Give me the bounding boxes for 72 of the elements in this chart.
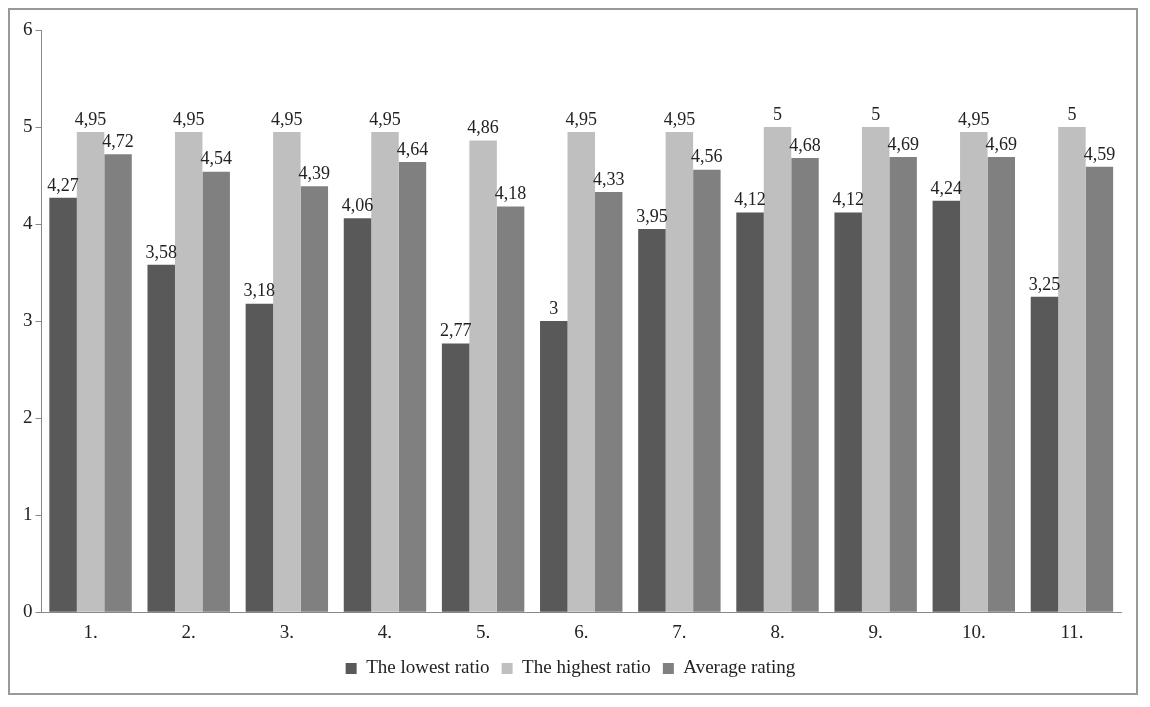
y-tick-label: 3 bbox=[23, 309, 33, 331]
data-label: 4,33 bbox=[592, 168, 625, 189]
data-label: 4,12 bbox=[734, 189, 766, 210]
bar bbox=[567, 131, 595, 612]
data-label: 4,18 bbox=[494, 183, 527, 204]
data-label: 4,95 bbox=[565, 108, 597, 129]
data-label: 4,69 bbox=[985, 133, 1018, 154]
x-tick-label: 5. bbox=[475, 620, 491, 642]
bar bbox=[273, 131, 301, 612]
data-label: 4,24 bbox=[930, 177, 963, 198]
x-tick-label: 2. bbox=[181, 620, 196, 642]
data-label: 5 bbox=[1067, 103, 1077, 124]
x-tick-label: 4. bbox=[377, 620, 393, 642]
data-label: 4,54 bbox=[200, 148, 232, 169]
data-label: 4,95 bbox=[663, 108, 696, 129]
bar bbox=[1058, 127, 1086, 612]
data-label: 4,39 bbox=[298, 162, 331, 183]
data-label: 3 bbox=[549, 297, 559, 318]
data-label: 4,69 bbox=[887, 133, 919, 154]
legend-label: The lowest ratio bbox=[366, 656, 490, 678]
data-label: 5 bbox=[871, 103, 881, 124]
data-label: 4,95 bbox=[172, 108, 205, 129]
bar bbox=[638, 228, 666, 612]
y-tick-label: 6 bbox=[23, 17, 33, 39]
bar bbox=[932, 200, 961, 612]
data-label: 4,72 bbox=[102, 130, 134, 151]
bar bbox=[441, 343, 470, 612]
data-label: 4,56 bbox=[691, 146, 723, 167]
data-label: 4,06 bbox=[341, 194, 374, 215]
data-label: 3,95 bbox=[636, 205, 668, 226]
y-tick-label: 0 bbox=[23, 600, 33, 622]
bar bbox=[1030, 296, 1059, 612]
x-tick-label: 9. bbox=[868, 620, 883, 642]
y-tick-label: 4 bbox=[23, 212, 33, 234]
data-label: 5 bbox=[773, 103, 783, 124]
bar bbox=[834, 212, 862, 612]
data-label: 3,25 bbox=[1028, 273, 1061, 294]
x-tick-label: 8. bbox=[770, 620, 785, 642]
data-label: 4,95 bbox=[74, 108, 107, 129]
bar bbox=[371, 131, 399, 612]
data-label: 2,77 bbox=[439, 320, 472, 341]
data-label: 4,95 bbox=[369, 108, 401, 129]
x-tick-label: 1. bbox=[83, 620, 98, 642]
bar bbox=[861, 127, 890, 612]
x-tick-label: 10. bbox=[961, 620, 986, 642]
bar bbox=[343, 218, 372, 612]
x-tick-label: 3. bbox=[279, 620, 294, 642]
x-tick-label: 6. bbox=[574, 620, 589, 642]
data-label: 4,59 bbox=[1083, 143, 1116, 164]
data-label: 3,58 bbox=[145, 241, 177, 262]
bar bbox=[469, 140, 497, 612]
bar bbox=[49, 197, 77, 612]
y-tick-label: 5 bbox=[23, 115, 33, 137]
y-tick-label: 1 bbox=[23, 503, 33, 525]
bar bbox=[245, 303, 274, 612]
data-label: 4,12 bbox=[832, 189, 864, 210]
bar bbox=[540, 321, 568, 612]
data-label: 4,86 bbox=[467, 117, 499, 138]
data-label: 4,95 bbox=[958, 108, 990, 129]
bar bbox=[960, 131, 988, 612]
bar bbox=[736, 212, 764, 612]
x-tick-label: 11. bbox=[1060, 620, 1084, 642]
x-tick-label: 7. bbox=[672, 620, 687, 642]
y-tick-label: 2 bbox=[23, 406, 33, 428]
data-label: 4,68 bbox=[789, 134, 821, 155]
legend-label: The highest ratio bbox=[522, 656, 651, 678]
data-label: 3,18 bbox=[243, 280, 276, 301]
data-label: 4,27 bbox=[47, 174, 79, 195]
data-label: 4,95 bbox=[271, 108, 303, 129]
data-label: 4,64 bbox=[396, 138, 429, 159]
legend-label: Average rating bbox=[683, 656, 796, 678]
bar bbox=[147, 264, 175, 612]
